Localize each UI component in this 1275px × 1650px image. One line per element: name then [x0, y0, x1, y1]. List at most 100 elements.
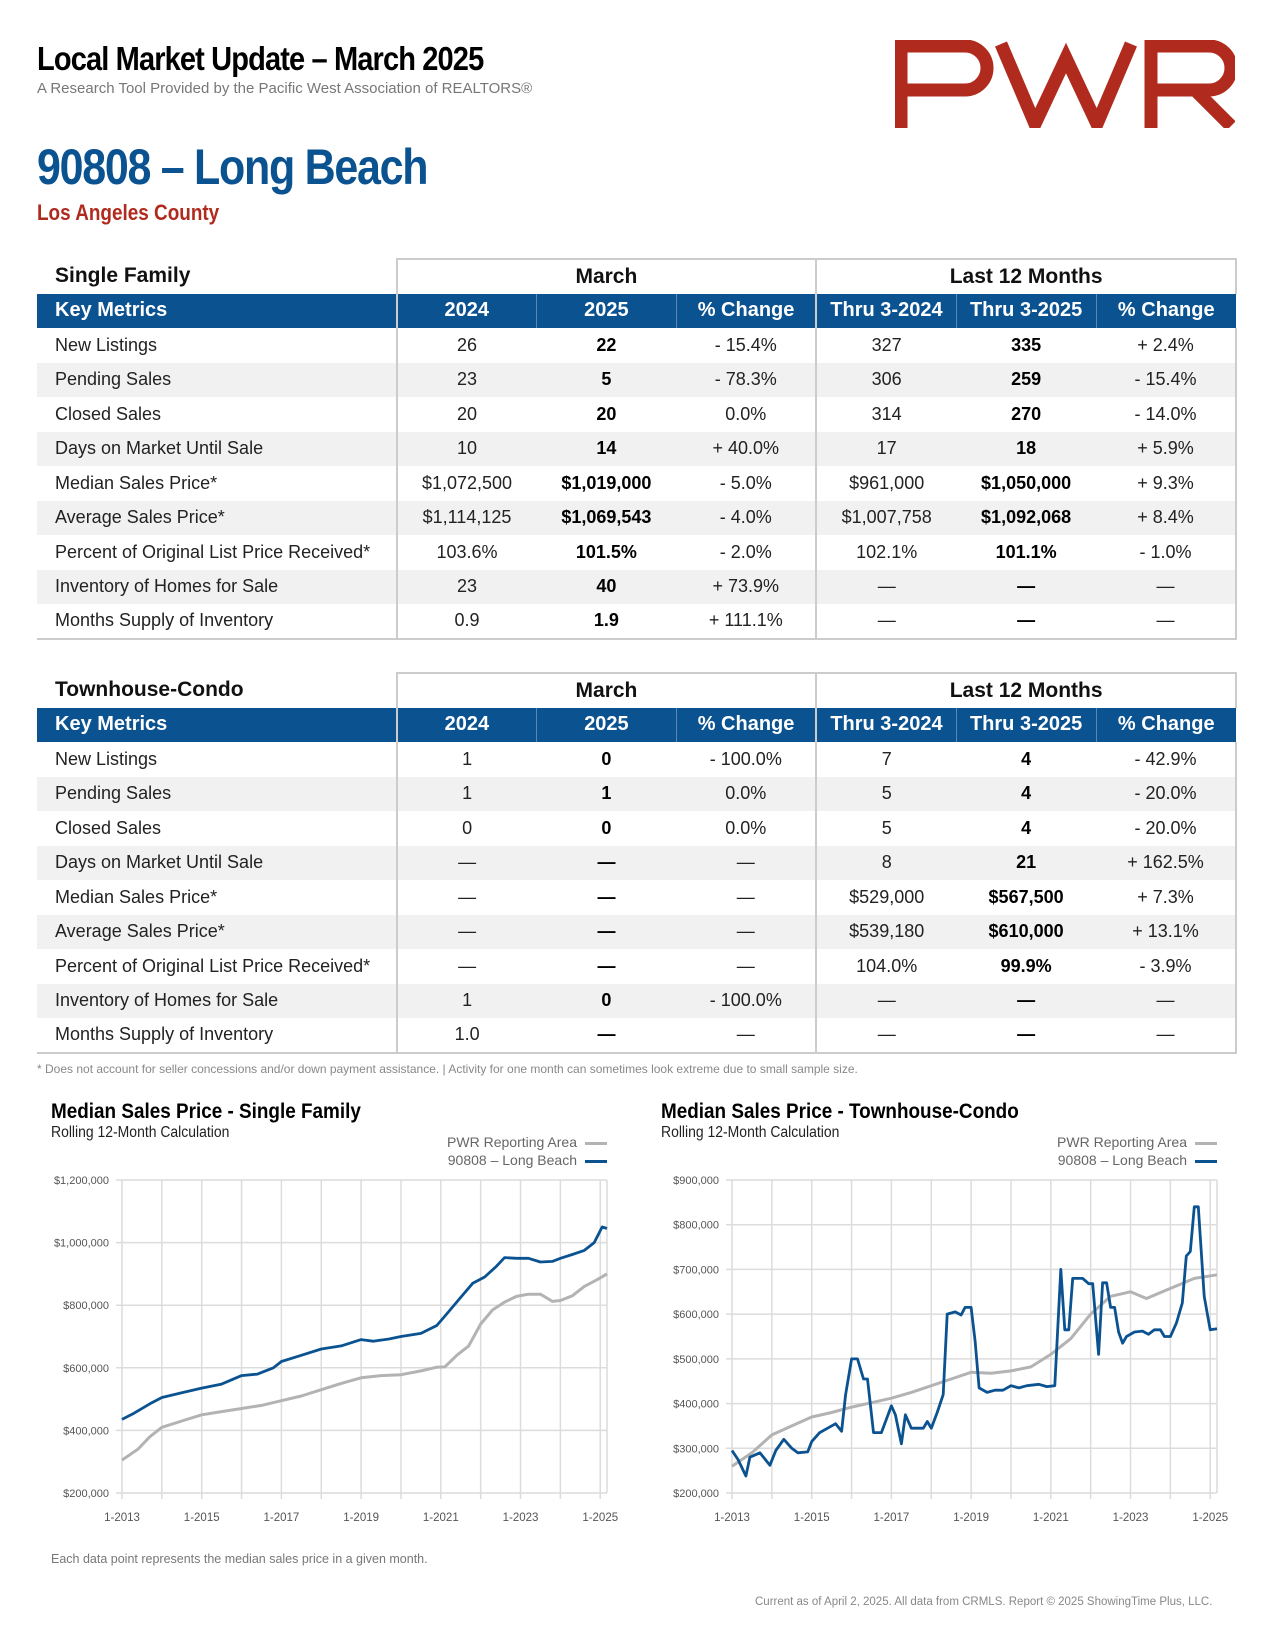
table-row: Median Sales Price* $1,072,500 $1,019,000-…: [37, 466, 1237, 501]
table-row: New Listings 1 0- 100.0% 7 4- 42.9%: [37, 742, 1237, 777]
metric-value: 103.6%: [395, 535, 537, 570]
metric-value: —: [676, 1018, 817, 1054]
y-tick-label: $200,000: [63, 1488, 109, 1500]
metric-value: 102.1%: [815, 535, 957, 570]
metric-value: 26: [395, 328, 537, 363]
legend-swatch: [1195, 1159, 1217, 1163]
metric-value: 1.0: [395, 1018, 537, 1054]
metric-value: $1,019,000: [536, 466, 677, 501]
metric-value: 327: [815, 328, 957, 363]
metric-value: - 4.0%: [676, 500, 817, 535]
table-row: Percent of Original List Price Received*…: [37, 535, 1237, 570]
column-header: 2024: [395, 293, 537, 328]
metric-value: 17: [815, 431, 957, 466]
metric-value: $1,050,000: [956, 466, 1097, 501]
single-family-median-price-chart: $200,000 $400,000 $600,000 $800,000 $1,000,0…: [54, 1175, 618, 1524]
x-tick-label: 1-2015: [794, 1512, 830, 1524]
area-title: 90808 – Long Beach: [37, 139, 429, 195]
logo-letter-p: [895, 40, 994, 128]
metric-value: - 100.0%: [676, 742, 817, 777]
metric-value: 40: [536, 569, 677, 604]
table-row: Average Sales Price* — — — $539,180 $610,000 +…: [37, 914, 1237, 949]
report-subtitle: A Research Tool Provided by the Pacific …: [37, 80, 533, 97]
metric-value: —: [395, 914, 537, 949]
series-line-pwr-reporting-area: [121, 1272, 608, 1462]
x-tick-label: 1-2023: [1113, 1512, 1149, 1524]
metric-value: - 78.3%: [676, 362, 817, 397]
metric-value: —: [1096, 604, 1237, 640]
x-tick-label: 1-2019: [343, 1512, 379, 1524]
metric-value: 0: [536, 983, 677, 1018]
x-tick-label: 1-2025: [582, 1512, 618, 1524]
metric-value: —: [956, 604, 1097, 640]
metric-value: $529,000: [815, 880, 957, 915]
x-tick-label: 1-2023: [503, 1512, 539, 1524]
metric-value: 23: [395, 362, 537, 397]
group-header-march: March: [395, 672, 818, 708]
column-header: % Change: [1095, 707, 1236, 742]
single-family-metrics-table: Single Family March Last 12 Months Key M…: [37, 258, 1237, 640]
chart-note: Each data point represents the median sa…: [51, 1552, 428, 1566]
series-line-pwr-reporting-area: [731, 1273, 1218, 1468]
metric-value: —: [536, 880, 677, 915]
metric-value: —: [536, 949, 677, 984]
table-row: Days on Market Until Sale — — —8 21 + 162.5%: [37, 845, 1237, 880]
metric-value: 21: [956, 845, 1097, 880]
metric-value: 314: [815, 397, 957, 432]
column-header: Thru 3-2024: [815, 293, 957, 328]
metric-value: —: [536, 1018, 677, 1054]
report-title: Local Market Update – March 2025: [37, 40, 484, 77]
metric-value: —: [676, 914, 817, 949]
page-footer: Current as of April 2, 2025. All data fr…: [755, 1596, 1213, 1608]
metric-value: —: [536, 914, 677, 949]
metric-value: 0.0%: [676, 811, 817, 846]
metric-value: $539,180: [815, 914, 957, 949]
metric-value: + 162.5%: [1096, 845, 1237, 880]
metric-label: Average Sales Price*: [37, 500, 397, 535]
y-tick-label: $200,000: [673, 1488, 719, 1500]
metric-value: 101.1%: [956, 535, 1097, 570]
metric-value: 4: [956, 811, 1097, 846]
metric-value: 1.9: [536, 604, 677, 640]
table-section-title: Single Family: [37, 259, 397, 294]
table-row: Months Supply of Inventory 1.0— — — — —: [37, 1018, 1237, 1054]
group-header-12-months: Last 12 Months: [815, 672, 1237, 708]
metric-value: 8: [815, 845, 957, 880]
metric-value: 5: [815, 776, 957, 811]
legend-label: 90808 – Long Beach: [447, 1152, 577, 1168]
y-tick-label: $400,000: [673, 1399, 719, 1411]
metric-value: - 20.0%: [1096, 776, 1237, 811]
column-header: % Change: [675, 707, 817, 742]
table-section-title: Townhouse-Condo: [37, 673, 397, 708]
metric-label: New Listings: [37, 328, 397, 363]
metric-value: 7: [815, 742, 957, 777]
table-footnote: * Does not account for seller concession…: [37, 1062, 858, 1076]
metric-value: —: [815, 569, 957, 604]
metric-value: 18: [956, 431, 1097, 466]
y-tick-label: $600,000: [673, 1309, 719, 1321]
metric-value: $1,072,500: [395, 466, 537, 501]
metric-value: 1: [395, 983, 537, 1018]
legend-item: 90808 – Long Beach: [360, 1151, 607, 1169]
metric-value: $1,069,543: [536, 500, 677, 535]
metric-value: —: [956, 983, 1097, 1018]
metric-value: - 5.0%: [676, 466, 817, 501]
metric-value: 20: [395, 397, 537, 432]
chart-title: Median Sales Price - Townhouse-Condo: [661, 1100, 1019, 1123]
group-header-march: March: [395, 258, 818, 294]
column-header: Thru 3-2025: [955, 707, 1097, 742]
metric-label: Median Sales Price*: [37, 880, 397, 915]
column-header: % Change: [1095, 293, 1236, 328]
metric-label: Pending Sales: [37, 776, 397, 811]
townhouse-condo-median-price-chart: $200,000 $300,000 $400,000 $500,000 $600,000…: [673, 1175, 1228, 1524]
y-tick-label: $800,000: [673, 1220, 719, 1232]
metric-value: - 3.9%: [1096, 949, 1237, 984]
metric-value: 1: [395, 776, 537, 811]
y-tick-label: $700,000: [673, 1264, 719, 1276]
metric-value: + 13.1%: [1096, 914, 1237, 949]
metric-value: 0: [395, 811, 537, 846]
metric-value: 259: [956, 362, 1097, 397]
table-row: Closed Sales 20 20 0.0% 314 270- 14.0%: [37, 397, 1237, 432]
x-tick-label: 1-2013: [714, 1512, 750, 1524]
series-line-90808-long-beach: [730, 1205, 1218, 1478]
